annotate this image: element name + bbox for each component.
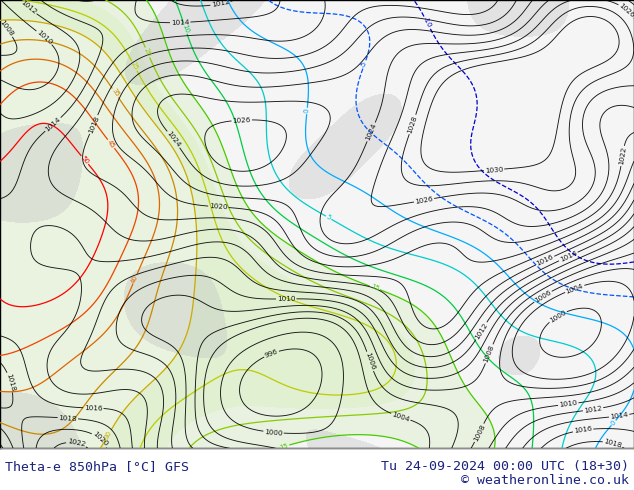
- Text: 1012: 1012: [474, 321, 489, 341]
- Text: 1020: 1020: [209, 203, 228, 211]
- Text: 1008: 1008: [0, 19, 15, 38]
- Text: 0: 0: [304, 108, 310, 114]
- Text: 1022: 1022: [67, 439, 86, 448]
- Text: 1014: 1014: [610, 412, 629, 420]
- Text: 1016: 1016: [84, 405, 103, 412]
- Text: 50: 50: [80, 155, 90, 165]
- Text: 1010: 1010: [36, 29, 53, 46]
- Text: Tu 24-09-2024 00:00 UTC (18+30): Tu 24-09-2024 00:00 UTC (18+30): [381, 460, 629, 473]
- Text: 0: 0: [610, 419, 618, 426]
- Text: 996: 996: [264, 348, 279, 359]
- Text: -10: -10: [422, 16, 432, 29]
- Text: 1024: 1024: [165, 130, 181, 148]
- Text: -5: -5: [360, 60, 368, 69]
- Text: 1012: 1012: [211, 0, 230, 8]
- Text: 1010: 1010: [559, 400, 578, 408]
- Text: Theta-e 850hPa [°C] GFS: Theta-e 850hPa [°C] GFS: [5, 460, 189, 473]
- Text: 35: 35: [110, 88, 120, 98]
- Text: 1018: 1018: [58, 415, 77, 422]
- Text: 1012: 1012: [583, 405, 603, 414]
- Text: 1018: 1018: [5, 373, 16, 392]
- Text: 1004: 1004: [391, 411, 410, 423]
- Text: 1008: 1008: [483, 344, 495, 364]
- Text: 1028: 1028: [407, 115, 418, 134]
- Text: 20: 20: [143, 47, 152, 58]
- Text: 1014: 1014: [171, 19, 190, 26]
- Text: 1014: 1014: [44, 116, 62, 133]
- Text: 1006: 1006: [533, 289, 552, 304]
- Text: 1010: 1010: [277, 296, 295, 302]
- Text: 30: 30: [103, 429, 113, 440]
- Text: 1018: 1018: [603, 438, 623, 449]
- Text: 15: 15: [370, 284, 380, 292]
- Text: 1026: 1026: [232, 117, 251, 123]
- Text: 1008: 1008: [472, 423, 486, 442]
- Text: 1026: 1026: [415, 196, 434, 205]
- Text: 10: 10: [181, 24, 190, 34]
- Text: 1026: 1026: [618, 2, 634, 19]
- Text: 1018: 1018: [87, 115, 100, 134]
- Text: © weatheronline.co.uk: © weatheronline.co.uk: [461, 474, 629, 487]
- Text: 1016: 1016: [574, 426, 593, 434]
- Text: 1004: 1004: [565, 283, 585, 294]
- Text: 5: 5: [325, 214, 332, 221]
- Text: 1006: 1006: [364, 352, 376, 371]
- Text: 1012: 1012: [20, 0, 37, 16]
- Text: 1030: 1030: [484, 166, 503, 173]
- Text: 1024: 1024: [365, 122, 378, 142]
- Text: 1022: 1022: [618, 147, 627, 166]
- Text: 45: 45: [106, 139, 116, 149]
- Text: 25: 25: [130, 61, 139, 71]
- Text: 1014: 1014: [559, 250, 578, 263]
- Text: 1020: 1020: [91, 431, 109, 448]
- Text: 40: 40: [131, 273, 139, 284]
- Text: 1000: 1000: [264, 429, 283, 436]
- Text: 1000: 1000: [548, 309, 567, 323]
- Text: 1016: 1016: [535, 254, 555, 267]
- Text: 15: 15: [279, 442, 289, 451]
